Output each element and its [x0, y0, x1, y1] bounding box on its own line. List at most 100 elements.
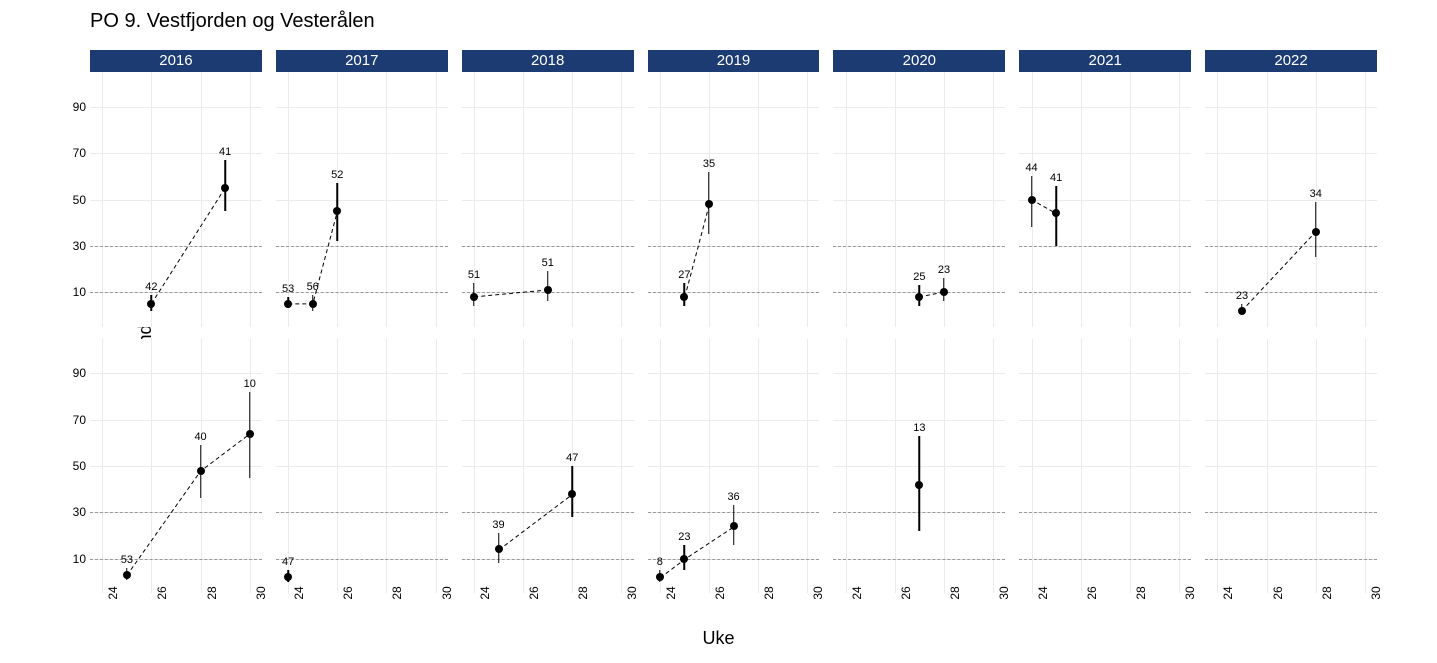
point-label: 23: [1236, 290, 1248, 302]
facet-panel: 24262830: [1019, 339, 1191, 594]
facet-panel: 8233624262830: [648, 339, 820, 594]
point-label: 10: [244, 378, 256, 390]
x-tick: 30: [993, 586, 1011, 599]
point-label: 41: [1050, 172, 1062, 184]
data-point: [656, 573, 664, 581]
facet-col-strip: 2018: [462, 50, 634, 72]
point-label: 25: [913, 271, 925, 283]
x-tick: 28: [944, 586, 962, 599]
point-label: 51: [542, 257, 554, 269]
x-tick: 24: [660, 586, 678, 599]
point-label: 40: [194, 431, 206, 443]
point-label: 47: [566, 452, 578, 464]
x-tick: 24: [846, 586, 864, 599]
x-axis-label: Uke: [702, 628, 734, 649]
y-tick: 70: [73, 413, 90, 427]
data-point: [309, 300, 317, 308]
data-point: [915, 293, 923, 301]
y-tick: 70: [73, 146, 90, 160]
x-tick: 30: [1365, 586, 1383, 599]
point-label: 53: [121, 554, 133, 566]
facet-panel: 2523: [833, 72, 1005, 327]
point-label: 8: [657, 556, 663, 568]
point-label: 44: [1025, 162, 1037, 174]
facet-col-strip: 2022: [1205, 50, 1377, 72]
facet-panel: 44 41: [1019, 72, 1191, 327]
point-label: 47: [282, 556, 294, 568]
facet-panel: 535652: [276, 72, 448, 327]
data-point: [333, 207, 341, 215]
facet-panel: 534010103050709024262830: [90, 339, 262, 594]
facet-col-strip: 2017: [276, 50, 448, 72]
data-point: [284, 300, 292, 308]
data-point: [940, 288, 948, 296]
data-point: [1312, 228, 1320, 236]
x-tick: 30: [807, 586, 825, 599]
x-tick: 24: [1217, 586, 1235, 599]
y-tick: 10: [73, 285, 90, 299]
data-point: [246, 430, 254, 438]
x-tick: 24: [288, 586, 306, 599]
point-label: 42: [145, 281, 157, 293]
chart-title: PO 9. Vestfjorden og Vesterålen: [90, 10, 375, 33]
x-tick: 26: [709, 586, 727, 599]
facet-panel: 51 51: [462, 72, 634, 327]
facet-panel: 27 35: [648, 72, 820, 327]
point-label: 34: [1310, 188, 1322, 200]
x-tick: 28: [1316, 586, 1334, 599]
data-point: [915, 481, 923, 489]
x-tick: 28: [758, 586, 776, 599]
y-tick: 50: [73, 459, 90, 473]
y-tick: 30: [73, 239, 90, 253]
facet-panel: 23 34: [1205, 72, 1377, 327]
data-point: [221, 184, 229, 192]
x-tick: 24: [1032, 586, 1050, 599]
x-tick: 28: [201, 586, 219, 599]
y-tick: 90: [73, 100, 90, 114]
x-tick: 30: [436, 586, 454, 599]
chart-root: PO 9. Vestfjorden og Vesterålen Estimert…: [10, 10, 1427, 653]
facet-panel: 42411030507090: [90, 72, 262, 327]
facet-panel: 394724262830: [462, 339, 634, 594]
x-tick: 26: [895, 586, 913, 599]
point-label: 56: [307, 281, 319, 293]
facet-grid: 2016201720182019202020212022424110305070…: [90, 50, 1377, 593]
data-point: [1238, 307, 1246, 315]
facet-col-strip: 2019: [648, 50, 820, 72]
x-tick: 24: [102, 586, 120, 599]
x-tick: 28: [386, 586, 404, 599]
point-label: 39: [492, 519, 504, 531]
facet-panel: 4724262830: [276, 339, 448, 594]
facet-col-strip: 2016: [90, 50, 262, 72]
x-tick: 26: [1081, 586, 1099, 599]
data-point: [470, 293, 478, 301]
point-label: 13: [913, 422, 925, 434]
y-tick: 30: [73, 505, 90, 519]
point-label: 36: [727, 491, 739, 503]
point-label: 23: [678, 531, 690, 543]
y-tick: 90: [73, 366, 90, 380]
data-point: [680, 293, 688, 301]
x-tick: 30: [1179, 586, 1197, 599]
x-tick: 30: [621, 586, 639, 599]
facet-panel: 1324262830: [833, 339, 1005, 594]
data-point: [123, 571, 131, 579]
y-tick: 50: [73, 193, 90, 207]
x-tick: 28: [572, 586, 590, 599]
facet-panel: 24262830: [1205, 339, 1377, 594]
point-label: 27: [678, 269, 690, 281]
y-tick: 10: [73, 552, 90, 566]
data-point: [705, 200, 713, 208]
x-tick: 26: [151, 586, 169, 599]
x-tick: 30: [250, 586, 268, 599]
point-label: 35: [703, 158, 715, 170]
point-label: 51: [468, 269, 480, 281]
x-tick: 24: [474, 586, 492, 599]
data-point: [1052, 209, 1060, 217]
facet-col-strip: 2021: [1019, 50, 1191, 72]
data-point: [495, 545, 503, 553]
point-label: 52: [331, 169, 343, 181]
data-point: [147, 300, 155, 308]
data-point: [544, 286, 552, 294]
data-point: [1028, 196, 1036, 204]
